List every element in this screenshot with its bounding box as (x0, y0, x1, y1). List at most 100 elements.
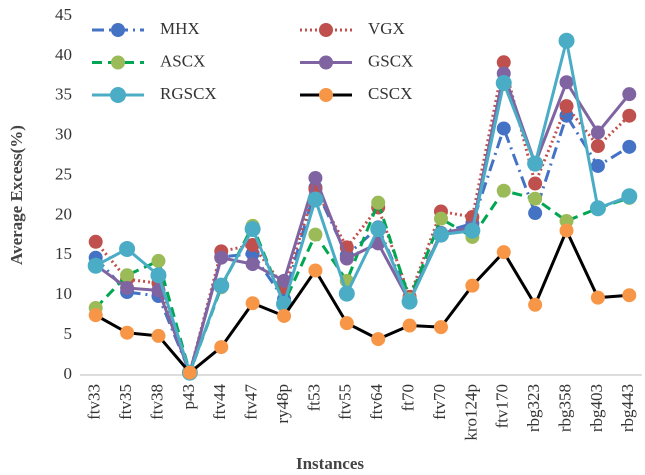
legend-marker (110, 87, 126, 103)
legend-marker (111, 23, 125, 37)
x-tick-label: kro124p (461, 384, 480, 441)
x-tick-label: ftv38 (147, 384, 166, 420)
legend-label: RGSCX (160, 84, 217, 103)
data-point (245, 296, 260, 311)
data-point (559, 223, 574, 238)
data-point (465, 278, 480, 293)
y-tick-label: 15 (55, 244, 72, 263)
data-point (214, 340, 229, 355)
y-tick-label: 5 (64, 324, 73, 343)
y-tick-label: 35 (55, 85, 72, 104)
data-point (277, 308, 292, 323)
data-point (308, 227, 323, 242)
legend-marker (111, 55, 125, 70)
y-tick-label: 0 (64, 364, 73, 383)
data-point (432, 226, 449, 243)
data-point (245, 257, 260, 272)
data-point (307, 191, 324, 208)
data-point (214, 250, 229, 265)
data-point (433, 320, 448, 335)
data-point (182, 365, 197, 380)
data-point (621, 188, 638, 205)
x-tick-label: ftv70 (430, 384, 449, 420)
x-tick-label: ft70 (398, 384, 417, 411)
data-point (559, 214, 574, 229)
series-line (94, 40, 630, 378)
data-point (496, 245, 511, 260)
data-point (496, 121, 511, 136)
x-tick-label: ry48p (273, 384, 292, 424)
data-point (151, 253, 166, 268)
legend-marker (319, 55, 333, 70)
x-tick-label: rbg443 (618, 384, 637, 432)
x-tick-label: ftv170 (493, 384, 512, 428)
legend-marker (319, 23, 333, 37)
data-point (496, 183, 511, 198)
data-point (496, 55, 511, 70)
series-line (94, 188, 630, 378)
y-axis-label: Average Excess(%) (7, 125, 26, 265)
data-point (528, 297, 543, 312)
data-point (559, 75, 574, 90)
x-tick-label: ftv35 (116, 384, 135, 420)
x-tick-label: rbg358 (555, 384, 574, 432)
y-tick-label: 30 (55, 125, 72, 144)
data-point (244, 221, 261, 238)
data-point (120, 268, 135, 283)
series-line (94, 226, 630, 375)
x-tick-label: ftv64 (367, 384, 386, 420)
data-point (277, 273, 292, 288)
data-point (151, 328, 166, 343)
data-point (528, 176, 543, 191)
y-tick-label: 20 (55, 204, 72, 223)
x-tick-label: ft53 (304, 384, 323, 411)
legend-label: ASCX (160, 51, 205, 70)
data-point (213, 277, 230, 294)
y-tick-label: 10 (55, 284, 72, 303)
x-tick-label: rbg403 (587, 384, 606, 432)
data-point (590, 139, 605, 154)
data-point (402, 318, 417, 333)
y-tick-label: 45 (55, 5, 72, 24)
data-point (245, 237, 260, 252)
data-point (528, 206, 543, 221)
data-point (622, 87, 637, 102)
data-point (590, 125, 605, 140)
data-point (88, 234, 103, 249)
data-point (88, 308, 103, 323)
legend-label: MHX (160, 19, 200, 38)
data-point (120, 281, 135, 296)
x-tick-label: rbg323 (524, 384, 543, 432)
data-point (338, 285, 355, 302)
data-point (371, 332, 386, 347)
data-point (433, 211, 448, 226)
data-point (339, 251, 354, 266)
data-point (371, 195, 386, 210)
data-point (401, 293, 418, 310)
data-point (590, 290, 605, 305)
data-point (308, 170, 323, 185)
data-point (622, 288, 637, 303)
x-tick-label: ftv55 (336, 384, 355, 420)
legend-label: GSCX (368, 51, 413, 70)
y-tick-label: 40 (55, 45, 72, 64)
data-point (527, 155, 544, 172)
data-point (308, 263, 323, 278)
x-tick-label: ftv44 (210, 384, 229, 420)
data-point (558, 32, 575, 49)
data-point (370, 221, 387, 238)
data-point (339, 316, 354, 331)
data-point (87, 257, 104, 274)
legend-marker (319, 88, 333, 102)
data-point (622, 139, 637, 154)
y-tick-label: 25 (55, 164, 72, 183)
x-tick-label: ftv47 (242, 384, 261, 420)
data-point (559, 99, 574, 114)
data-point (590, 158, 605, 173)
data-point (464, 222, 481, 239)
legend-label: CSCX (368, 84, 412, 103)
legend-label: VGX (368, 19, 405, 38)
data-point (589, 200, 606, 217)
